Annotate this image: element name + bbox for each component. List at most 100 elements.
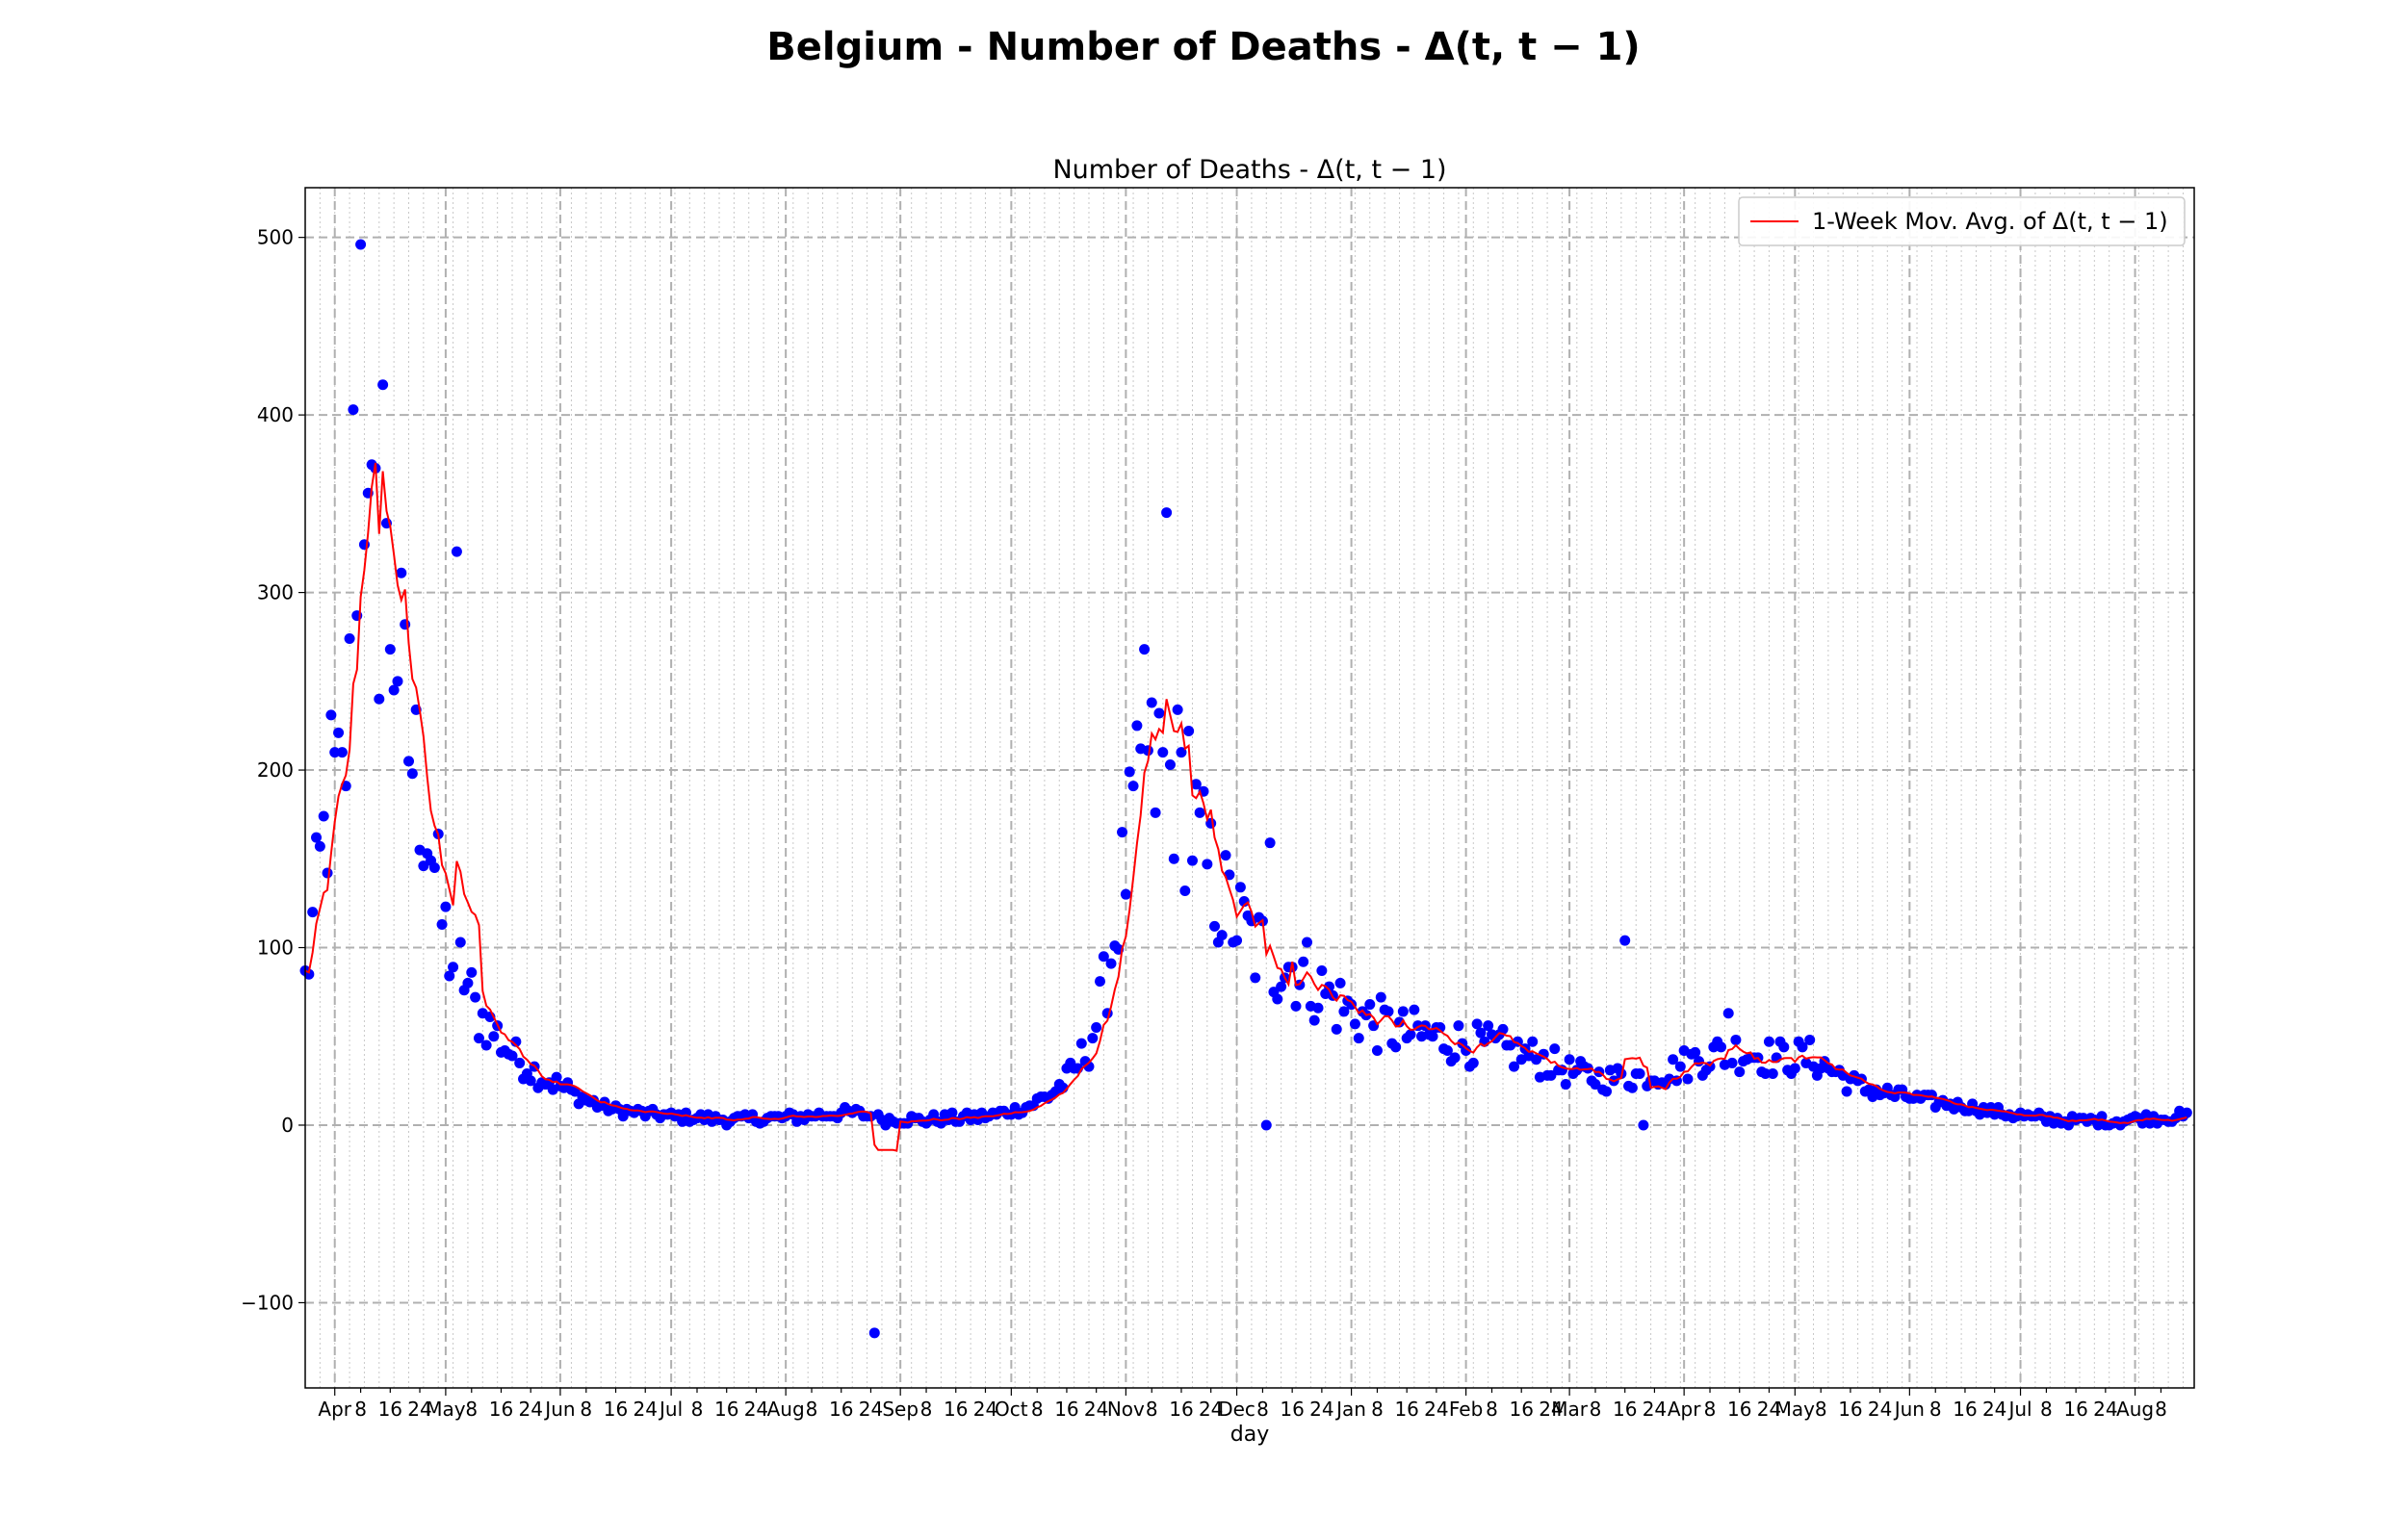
data-point xyxy=(1264,837,1276,849)
x-tick-label: Mar xyxy=(1551,1398,1589,1421)
data-point xyxy=(2096,1111,2108,1122)
data-point xyxy=(1338,1006,1350,1017)
data-point xyxy=(1124,766,1135,778)
figure-suptitle: Belgium - Number of Deaths - Δ(t, t − 1) xyxy=(766,25,1640,69)
data-point xyxy=(406,768,418,780)
data-point xyxy=(1146,697,1157,708)
data-point xyxy=(333,727,345,738)
data-point xyxy=(1730,1034,1742,1045)
data-point xyxy=(329,747,341,758)
data-point xyxy=(1250,972,1261,984)
data-point xyxy=(355,239,367,250)
data-point xyxy=(1427,1031,1438,1042)
data-point xyxy=(470,991,481,1003)
data-point xyxy=(400,619,411,630)
data-point xyxy=(1075,1038,1087,1049)
x-tick-label: 8 xyxy=(354,1398,367,1421)
data-point xyxy=(1120,888,1131,900)
data-point xyxy=(392,676,403,687)
data-point xyxy=(1441,1045,1453,1057)
x-tick-label: 16 xyxy=(1169,1398,1193,1421)
data-point xyxy=(2092,1119,2104,1131)
data-point xyxy=(1475,1027,1487,1039)
data-point xyxy=(1176,747,1187,758)
data-point xyxy=(403,756,415,767)
data-point xyxy=(1538,1048,1549,1060)
x-tick-label: 8 xyxy=(1486,1398,1498,1421)
data-point xyxy=(473,1033,484,1044)
data-point xyxy=(1409,1004,1420,1015)
data-point xyxy=(1674,1061,1686,1072)
data-point xyxy=(1394,1016,1406,1028)
x-tick-label: 8 xyxy=(1146,1398,1158,1421)
legend: 1-Week Mov. Avg. of Δ(t, t − 1) xyxy=(1738,196,2186,246)
data-point xyxy=(1797,1041,1808,1053)
data-point xyxy=(946,1107,958,1118)
x-tick-label: May xyxy=(1775,1398,1816,1421)
x-tick-label: Feb xyxy=(1449,1398,1483,1421)
x-tick-label: Dec xyxy=(1218,1398,1255,1421)
data-point xyxy=(514,1057,526,1068)
data-point xyxy=(1763,1036,1774,1047)
data-point xyxy=(348,404,359,416)
data-point xyxy=(1549,1043,1561,1055)
x-tick-label: 16 xyxy=(1280,1398,1304,1421)
data-point xyxy=(1131,720,1143,732)
data-point xyxy=(1302,937,1313,948)
data-point xyxy=(1560,1079,1571,1091)
x-tick-label: 16 xyxy=(714,1398,738,1421)
x-tick-label: 16 xyxy=(1727,1398,1751,1421)
data-point xyxy=(451,546,462,557)
data-point xyxy=(444,970,455,982)
data-point xyxy=(1220,850,1231,861)
data-point xyxy=(440,901,452,912)
data-point xyxy=(384,644,396,655)
data-points xyxy=(299,239,2192,1339)
data-point xyxy=(1183,725,1195,736)
y-tick-label: −100 xyxy=(241,1291,294,1314)
data-point xyxy=(1127,781,1139,792)
data-point xyxy=(1668,1054,1679,1065)
x-tick-label: 24 xyxy=(1757,1398,1781,1421)
data-point xyxy=(377,379,389,391)
data-point xyxy=(1716,1041,1727,1053)
data-point xyxy=(1353,1033,1364,1044)
x-tick-label: Apr xyxy=(1668,1398,1701,1421)
data-point xyxy=(1638,1119,1649,1131)
data-point xyxy=(454,937,466,948)
data-point xyxy=(325,709,337,721)
data-point xyxy=(436,919,448,931)
data-point xyxy=(1234,882,1246,893)
x-tick-label: Nov xyxy=(1107,1398,1145,1421)
data-point xyxy=(396,567,407,578)
data-point xyxy=(1383,1006,1394,1017)
x-tick-label: 16 xyxy=(604,1398,628,1421)
data-point xyxy=(1087,1033,1099,1044)
x-tick-label: 8 xyxy=(806,1398,818,1421)
data-point xyxy=(1690,1046,1701,1058)
data-point xyxy=(506,1050,518,1062)
data-point xyxy=(1161,507,1173,519)
x-tick-label: 8 xyxy=(1371,1398,1384,1421)
data-point xyxy=(1634,1067,1645,1079)
x-tick-label: 16 xyxy=(1613,1398,1637,1421)
grid-layer xyxy=(304,188,2194,1388)
x-tick-label: 24 xyxy=(634,1398,658,1421)
data-point xyxy=(1471,1018,1483,1030)
data-point xyxy=(1091,1022,1102,1034)
data-point xyxy=(311,832,323,843)
data-point xyxy=(1186,855,1198,866)
x-tick-label: 8 xyxy=(1590,1398,1602,1421)
data-point xyxy=(1722,1008,1734,1019)
x-tick-label: 24 xyxy=(1084,1398,1108,1421)
legend-box xyxy=(1738,196,2186,246)
x-tick-label: Apr xyxy=(318,1398,351,1421)
data-point xyxy=(1545,1069,1557,1081)
data-point xyxy=(1760,1067,1772,1079)
data-point xyxy=(1734,1066,1746,1078)
x-tick-label: 16 xyxy=(489,1398,513,1421)
data-point xyxy=(344,633,355,645)
x-tick-label: 16 xyxy=(1838,1398,1862,1421)
